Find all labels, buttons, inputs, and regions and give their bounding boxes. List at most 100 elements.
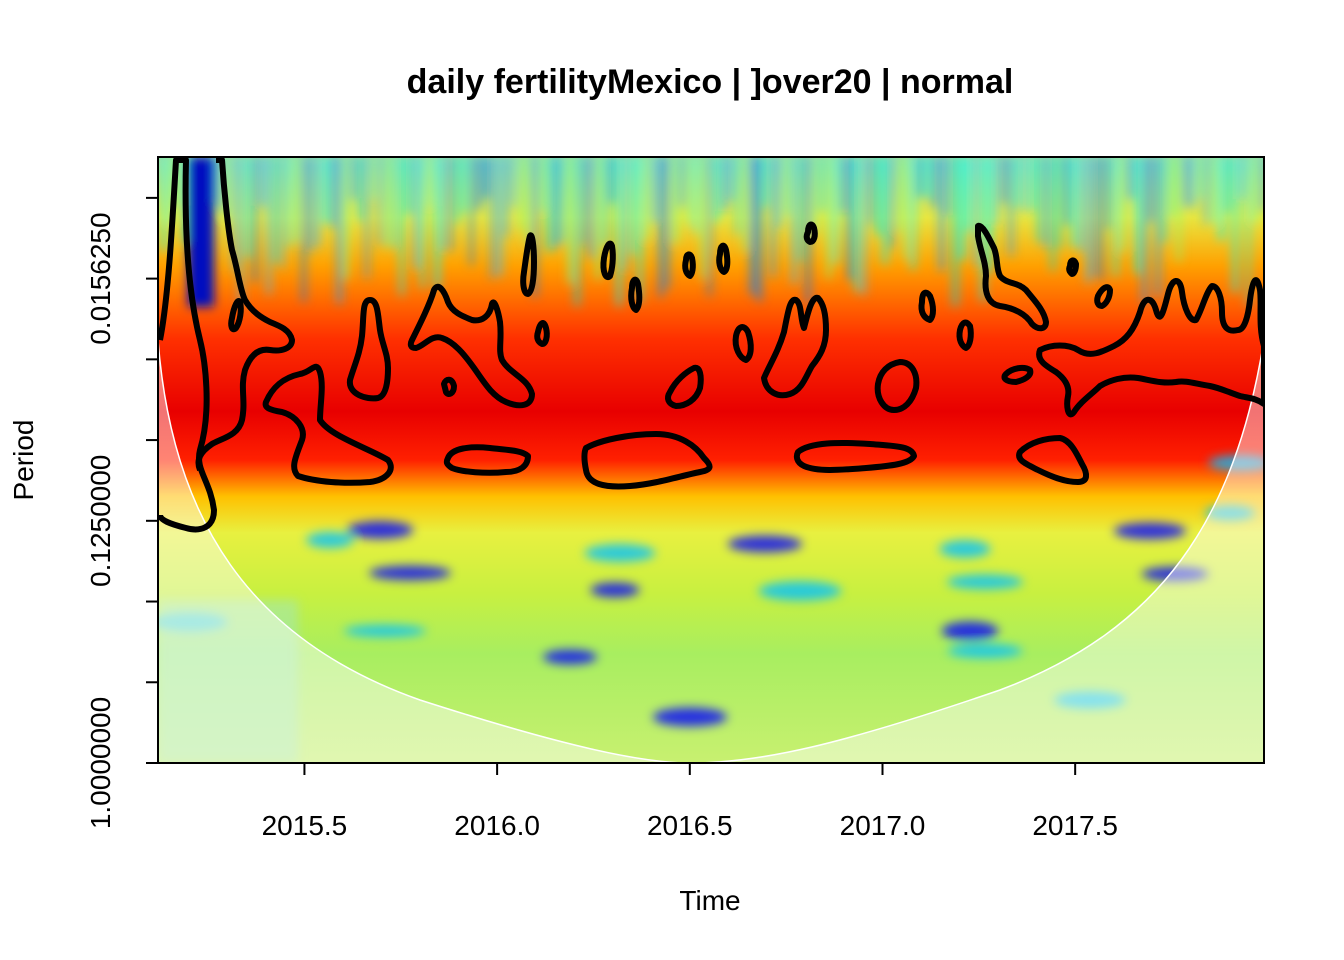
texture-spot (941, 621, 999, 641)
texture-streak (1093, 157, 1097, 278)
texture-streak (603, 157, 608, 246)
texture-streak (1247, 157, 1251, 307)
contour-26 (1036, 277, 1264, 418)
texture-streak (974, 157, 978, 267)
texture-streak (953, 157, 958, 307)
texture-streak (841, 157, 845, 213)
texture-streak (925, 157, 930, 198)
texture-streak (421, 157, 425, 289)
texture-streak (792, 157, 797, 284)
contour-22 (975, 222, 1049, 332)
texture-spot (652, 707, 728, 727)
texture-streak (743, 157, 747, 252)
contour-left-thin (195, 157, 295, 472)
contour-17 (803, 221, 818, 245)
texture-spot (543, 649, 597, 665)
texture-streak (505, 157, 509, 237)
texture-streak (330, 157, 335, 227)
texture-streak (659, 157, 664, 297)
texture-streak (1100, 157, 1104, 281)
texture-streak (610, 157, 614, 203)
texture-streak (1037, 157, 1041, 243)
texture-streak (771, 157, 776, 277)
texture-streak (267, 157, 271, 295)
texture-streak (1149, 157, 1153, 223)
contour-24 (1066, 257, 1079, 277)
contour-15 (732, 324, 754, 363)
texture-streak (323, 157, 328, 224)
contour-19 (874, 359, 920, 413)
texture-streak (883, 157, 888, 265)
texture-spot (369, 565, 451, 581)
texture-streak (386, 157, 391, 248)
texture-streak (561, 157, 565, 243)
texture-streak (813, 157, 818, 234)
texture-streak (1065, 157, 1070, 226)
texture-streak (239, 157, 243, 306)
texture-spot (1141, 566, 1209, 582)
texture-spot (1205, 505, 1255, 521)
texture-streak (442, 157, 446, 252)
significance-contours (158, 157, 1264, 533)
y-tick-label: 0.1250000 (85, 455, 116, 587)
texture-streak (470, 157, 474, 266)
texture-streak (365, 157, 369, 279)
contour-1 (262, 363, 394, 486)
texture-streak (1163, 157, 1167, 243)
texture-streak (246, 157, 250, 258)
texture-streak (512, 157, 516, 207)
texture-streak (694, 157, 698, 234)
texture-streak (1198, 157, 1203, 198)
contour-9 (581, 431, 713, 490)
texture-streak (274, 157, 278, 264)
texture-streak (351, 157, 355, 200)
texture-streak (652, 157, 657, 223)
texture-streak (1205, 157, 1209, 225)
texture-streak (995, 157, 999, 224)
texture-streak (547, 157, 552, 252)
texture-streak (281, 157, 285, 269)
texture-streak (162, 157, 167, 251)
texture-streak (316, 157, 320, 247)
y-tick-label: 1.0000000 (85, 697, 116, 829)
texture-streak (1121, 157, 1125, 252)
texture-streak (582, 157, 586, 246)
texture-streak (708, 157, 712, 297)
texture-streak (1254, 157, 1259, 222)
texture-streak (526, 157, 530, 246)
texture-streak (666, 157, 670, 289)
texture-streak (449, 157, 453, 251)
texture-streak (918, 157, 922, 198)
contour-14 (665, 364, 704, 409)
texture-streak (764, 157, 768, 207)
texture-streak (253, 157, 257, 283)
texture-streak (638, 157, 643, 303)
texture-streak (1030, 157, 1034, 210)
y-axis: 0.0156250 0.1250000 1.0000000 (85, 196, 158, 829)
texture-streak (344, 157, 349, 280)
texture-streak (750, 157, 755, 295)
texture-streak (673, 157, 678, 243)
texture-streak (1177, 157, 1181, 262)
contour-27 (1094, 284, 1113, 309)
texture-streak (463, 157, 467, 213)
high-frequency-streaks (162, 157, 1264, 307)
contour-2 (346, 297, 391, 402)
texture-streak (890, 157, 894, 248)
texture-streak (680, 157, 684, 207)
contour-25 (1016, 435, 1090, 485)
texture-streak (288, 157, 292, 247)
texture-spot (947, 644, 1023, 658)
texture-streak (407, 157, 412, 214)
x-axis: 2015.5 2016.0 2016.5 2017.0 2017.5 (262, 763, 1118, 841)
texture-streak (519, 157, 523, 231)
texture-streak (477, 157, 481, 209)
texture-streak (1044, 157, 1049, 248)
texture-streak (939, 157, 944, 271)
contour-21 (956, 319, 974, 351)
cone-of-influence-shade (158, 340, 1264, 763)
texture-streak (379, 157, 383, 246)
texture-streak (498, 157, 503, 276)
texture-streak (932, 157, 936, 207)
